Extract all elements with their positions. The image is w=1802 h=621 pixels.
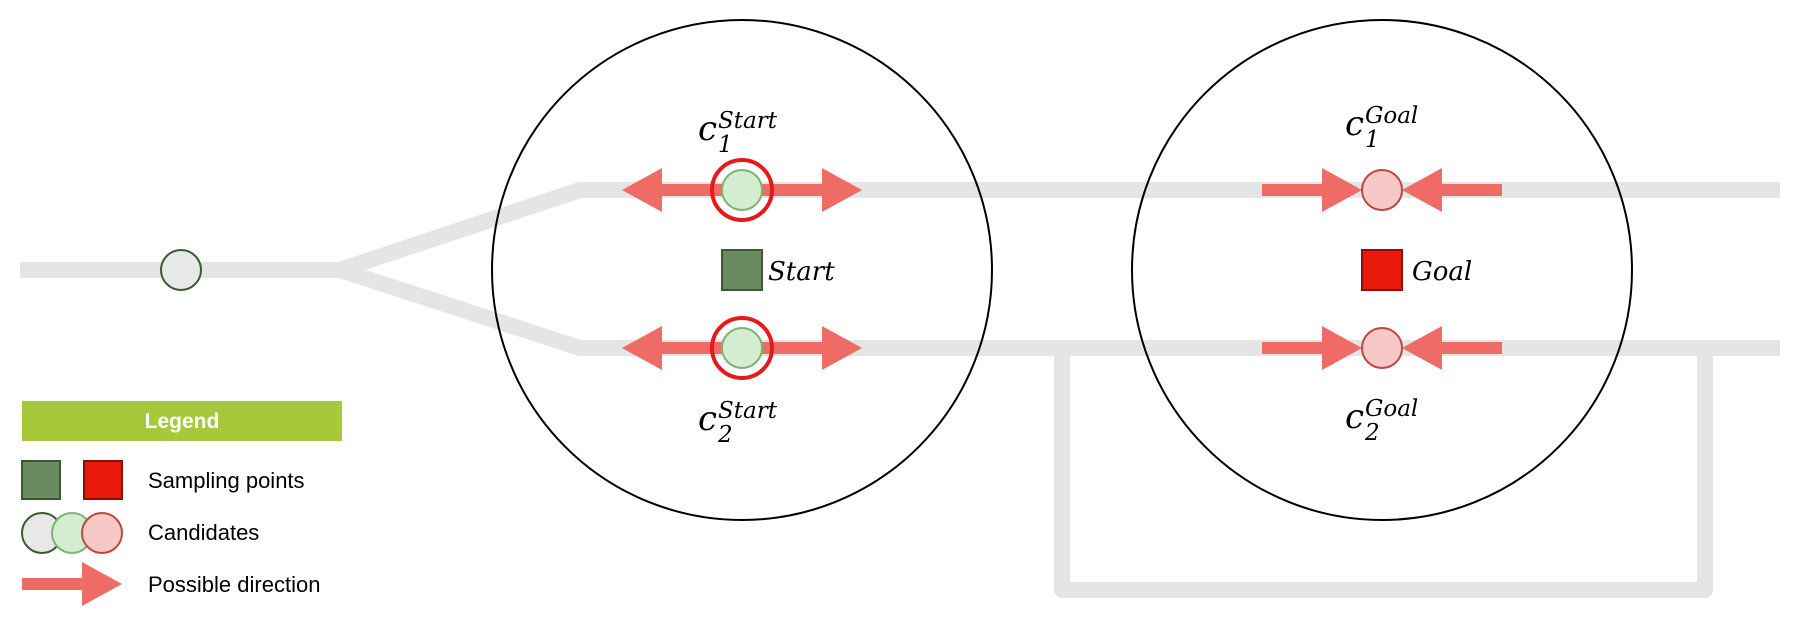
legend-arrow-icon <box>22 562 122 606</box>
label-goal-2-base: c <box>1345 397 1364 437</box>
label-start-2-base: c <box>698 399 717 439</box>
goal-candidate-1 <box>1361 169 1403 211</box>
legend-sampling-points-label: Sampling points <box>148 468 305 493</box>
legend-title-bar <box>22 401 342 441</box>
label-start-2-sup: Start <box>718 398 778 424</box>
goal-candidate-2-arrows <box>1262 326 1502 370</box>
label-start-1-sup: Start <box>718 108 778 134</box>
track-branch-lower <box>337 262 1780 356</box>
start-candidate-2 <box>721 327 763 369</box>
legend-candidates-label: Candidates <box>148 520 259 545</box>
goal-candidate-2 <box>1361 327 1403 369</box>
label-start-1-sub: 1 <box>718 132 733 158</box>
start-candidate-1 <box>721 169 763 211</box>
goal-label: Goal <box>1412 257 1472 287</box>
label-goal-1-sup: Goal <box>1365 103 1418 129</box>
legend-red-candidate-icon <box>81 512 123 554</box>
label-goal-2-sup: Goal <box>1365 396 1418 422</box>
label-goal-2-sub: 2 <box>1364 420 1380 446</box>
legend: Legend Sampling points Candidates Possib… <box>21 401 342 606</box>
label-start-2-sub: 2 <box>717 422 733 448</box>
label-goal-1-base: c <box>1345 104 1364 144</box>
goal-sampling-square <box>1361 249 1403 291</box>
goal-radius-circle <box>1131 19 1633 521</box>
label-goal-1: c Goal 1 <box>1345 103 1418 153</box>
label-start-1-base: c <box>698 109 717 149</box>
goal-candidate-1-arrows <box>1262 168 1502 212</box>
start-radius-circle <box>491 19 993 521</box>
label-start-1: c Start 1 <box>698 108 778 158</box>
label-start-2: c Start 2 <box>698 398 778 448</box>
start-label: Start <box>768 257 835 287</box>
gray-candidate <box>160 249 202 291</box>
track-loop <box>1054 348 1713 598</box>
legend-goal-square-icon <box>83 460 123 500</box>
track-branch-upper <box>337 182 1780 278</box>
legend-start-square-icon <box>21 460 61 500</box>
start-candidate-1-selected-ring <box>710 158 774 222</box>
label-goal-2: c Goal 2 <box>1345 396 1418 446</box>
start-candidate-2-selected-ring <box>710 316 774 380</box>
legend-direction-label: Possible direction <box>148 572 320 597</box>
label-goal-1-sub: 1 <box>1365 127 1380 153</box>
legend-title: Legend <box>145 410 220 433</box>
track-network <box>20 182 1780 598</box>
start-sampling-square <box>721 249 763 291</box>
